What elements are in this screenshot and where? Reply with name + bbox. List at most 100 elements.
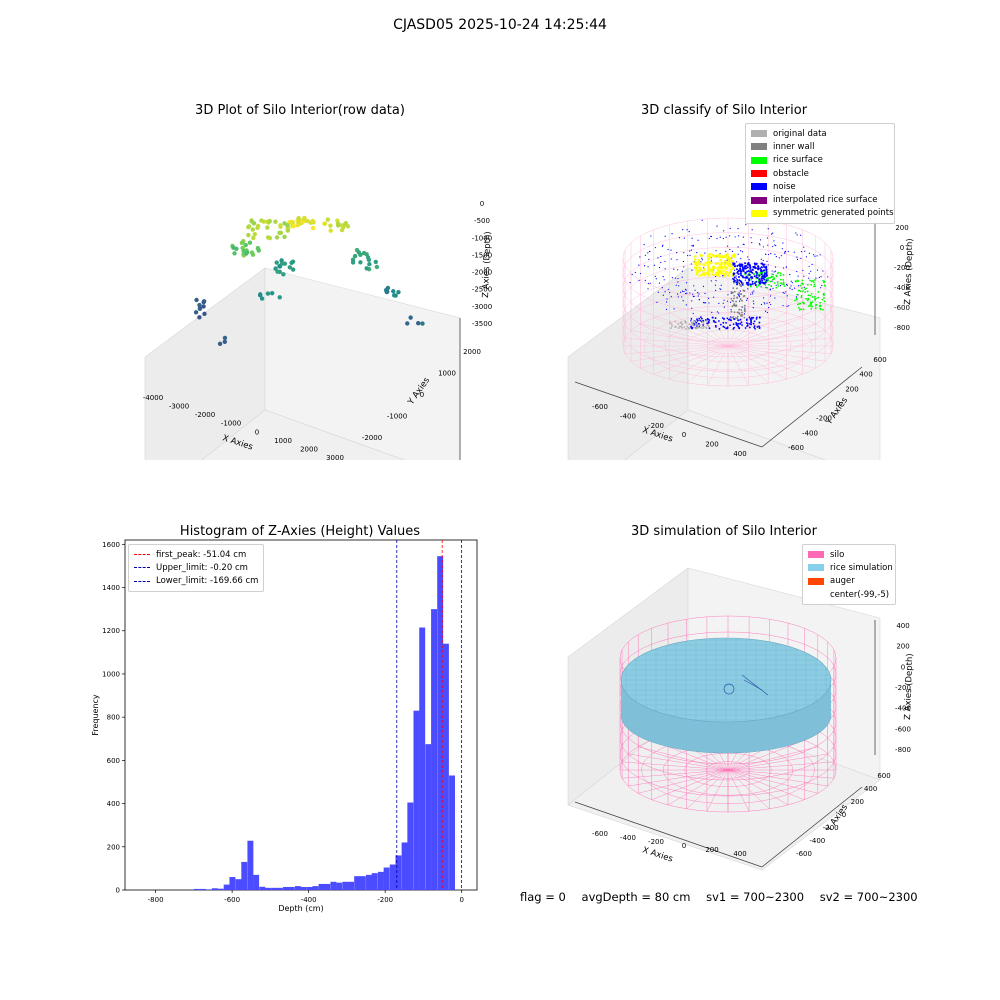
noise-point <box>753 262 756 265</box>
noise-point <box>654 246 657 249</box>
classify-y-tick: -600 <box>788 444 804 452</box>
histogram-bar <box>389 864 396 890</box>
inner-wall-point <box>743 289 746 292</box>
noise-point <box>676 259 678 261</box>
rice-surface-point <box>812 281 815 284</box>
noise-point <box>629 282 631 284</box>
raw-y-ticks: -2000 -1000 0 1000 2000 <box>362 348 481 442</box>
raw-point <box>296 220 301 225</box>
legend-swatch <box>808 591 824 599</box>
original-point <box>696 323 699 326</box>
noise-point <box>648 258 650 260</box>
inner-wall-point <box>740 309 743 311</box>
simulation-y-tick: -200 <box>823 824 839 832</box>
silo-floor-spoke <box>669 345 729 380</box>
raw-point <box>328 223 333 228</box>
rice-surface-point <box>809 304 812 306</box>
sv1-value: sv1 = 700~2300 <box>706 890 805 904</box>
noise-point <box>700 261 702 263</box>
noise-point <box>762 263 765 266</box>
rice-surface-point <box>782 283 785 286</box>
noise-point <box>759 244 761 246</box>
rice-surface-point <box>814 298 816 300</box>
silo-floor-spoke <box>630 345 729 362</box>
inner-wall-point <box>733 290 736 293</box>
legend-label: first_peak: -51.04 cm <box>156 549 247 560</box>
noise-point <box>738 327 741 329</box>
noise-point <box>749 270 752 273</box>
noise-point <box>733 262 736 265</box>
noise-point <box>663 279 665 281</box>
noise-point <box>767 264 769 266</box>
raw-point <box>364 266 369 271</box>
raw-point <box>217 341 223 347</box>
raw-point <box>267 219 272 224</box>
rice-surface-point <box>800 296 803 299</box>
noise-point <box>751 291 753 293</box>
noise-point <box>746 298 749 300</box>
noise-point <box>827 276 829 278</box>
noise-point <box>649 282 651 284</box>
noise-point <box>768 301 771 304</box>
noise-point <box>782 304 784 307</box>
noise-point <box>683 252 685 254</box>
rice-surface-point <box>810 302 813 305</box>
noise-point <box>714 317 717 319</box>
classify-x-tick: -400 <box>620 412 636 420</box>
classify-z-tick: 200 <box>895 224 908 232</box>
noise-point <box>745 322 748 324</box>
noise-point <box>748 326 751 329</box>
raw-x-tick: 3000 <box>326 454 344 460</box>
original-point <box>701 325 704 328</box>
raw-point <box>257 293 263 298</box>
inner-wall-point <box>732 291 734 294</box>
noise-point <box>745 318 748 321</box>
noise-point <box>785 291 787 293</box>
original-point <box>706 324 709 326</box>
rice-surface-point <box>809 294 812 297</box>
raw-point <box>302 216 307 221</box>
noise-point <box>680 291 682 293</box>
noise-point <box>712 319 715 322</box>
noise-point <box>732 317 735 320</box>
noise-point <box>816 269 819 271</box>
noise-point <box>786 284 788 286</box>
histogram-reference-lines <box>396 540 463 890</box>
histogram-bar <box>348 881 354 890</box>
rice-surface-point <box>823 280 826 283</box>
symmetric-point <box>725 261 728 265</box>
noise-point <box>692 312 694 315</box>
raw-point <box>239 240 245 246</box>
raw-point <box>374 264 380 270</box>
original-point <box>688 323 691 326</box>
noise-point <box>662 294 664 296</box>
silo-floor-spoke <box>706 769 729 812</box>
noise-point <box>751 282 754 285</box>
noise-point <box>683 290 685 293</box>
figure-title: CJASD05 2025-10-24 14:25:44 <box>393 17 607 33</box>
noise-point <box>737 269 740 272</box>
raw-point <box>267 235 273 241</box>
raw-point <box>201 304 206 309</box>
noise-point <box>793 251 795 253</box>
raw-point <box>194 297 199 303</box>
noise-point <box>782 242 784 244</box>
legend-label: noise <box>773 181 796 192</box>
noise-point <box>692 293 694 295</box>
histogram-bars <box>193 556 455 890</box>
noise-point <box>639 256 641 258</box>
noise-point <box>758 278 761 281</box>
inner-wall-point <box>743 295 746 297</box>
noise-point <box>720 284 722 286</box>
raw-x-tick: -4000 <box>143 394 163 402</box>
noise-point <box>762 246 765 248</box>
noise-point <box>795 232 797 234</box>
symmetric-point <box>731 267 735 271</box>
silo-floor-spoke <box>727 323 816 347</box>
noise-point <box>744 265 747 268</box>
noise-point <box>685 304 687 306</box>
noise-point <box>765 275 768 278</box>
legend-swatch <box>808 564 824 572</box>
rice-surface-point <box>795 297 798 300</box>
